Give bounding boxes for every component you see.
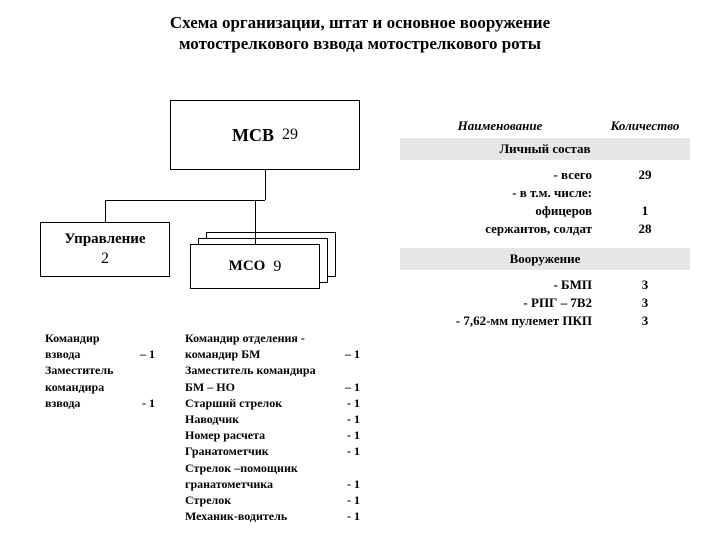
- detail-row: Стрелок - 1: [185, 492, 360, 508]
- row-value: 1: [600, 203, 690, 219]
- detail-row: Механик-водитель - 1: [185, 508, 360, 524]
- detail-value: - 1: [347, 492, 360, 508]
- table-row: - всего29: [400, 166, 690, 184]
- row-label: - РПГ – 7В2: [400, 295, 600, 311]
- row-value: 3: [600, 313, 690, 329]
- table-row: - 7,62-мм пулемет ПКП3: [400, 312, 690, 330]
- row-label: - в т.м. числе:: [400, 185, 600, 201]
- detail-label: Стрелок: [185, 492, 231, 508]
- table-section-header: Вооружение: [400, 248, 690, 270]
- detail-row: взвода – 1: [45, 346, 155, 362]
- detail-row: Гранатометчик - 1: [185, 443, 360, 459]
- row-value: 29: [600, 167, 690, 183]
- row-label: офицеров: [400, 203, 600, 219]
- table-row: - РПГ – 7В23: [400, 294, 690, 312]
- detail-value: - 1: [347, 395, 360, 411]
- org-right-abbr: МСО: [229, 258, 266, 275]
- row-label: - всего: [400, 167, 600, 183]
- detail-label: Гранатометчик: [185, 443, 269, 459]
- row-value: 3: [600, 277, 690, 293]
- detail-value: – 1: [345, 346, 360, 362]
- detail-right: Командир отделения -командир БМ – 1 Замест…: [185, 330, 360, 524]
- row-label: - 7,62-мм пулемет ПКП: [400, 313, 600, 329]
- detail-left: Командирвзвода– 1Заместителькомандиравзв…: [45, 330, 155, 411]
- th-name: Наименование: [400, 118, 600, 134]
- detail-row: Номер расчета - 1: [185, 427, 360, 443]
- table-section-header: Личный состав: [400, 138, 690, 160]
- row-label: сержантов, солдат: [400, 221, 600, 237]
- detail-label: Заместитель командира: [185, 362, 316, 378]
- table-header-row: Наименование Количество: [400, 118, 690, 134]
- detail-header: Командир отделения -: [185, 330, 360, 346]
- connector-line: [105, 200, 265, 201]
- detail-row: командира: [45, 379, 155, 395]
- detail-label: Заместитель: [45, 362, 113, 378]
- connector-line: [255, 200, 256, 244]
- table-body: Личный состав- всего29- в т.м. числе:офи…: [400, 138, 690, 336]
- detail-label: командир БМ: [185, 346, 260, 362]
- table-row: сержантов, солдат28: [400, 220, 690, 238]
- org-right-count: 9: [273, 258, 281, 276]
- th-qty: Количество: [600, 118, 690, 134]
- org-left-count: 2: [101, 250, 109, 268]
- table-row: - БМП3: [400, 276, 690, 294]
- detail-label: взвода: [45, 395, 80, 411]
- row-value: 3: [600, 295, 690, 311]
- detail-row: гранатометчика - 1: [185, 476, 360, 492]
- detail-row: Заместитель командира: [185, 362, 360, 378]
- table-row: офицеров1: [400, 202, 690, 220]
- table-row: - в т.м. числе:: [400, 184, 690, 202]
- org-root-count: 29: [282, 126, 298, 144]
- detail-label: БМ – НО: [185, 379, 235, 395]
- detail-row: Наводчик - 1: [185, 411, 360, 427]
- org-left: Управление 2: [40, 222, 170, 277]
- connector-line: [265, 170, 266, 200]
- org-right: МСО 9: [190, 244, 320, 289]
- title-line-1: Схема организации, штат и основное воору…: [170, 13, 550, 32]
- org-root-abbr: МСВ: [232, 125, 274, 146]
- connector-line: [105, 200, 106, 222]
- row-value: [600, 185, 690, 201]
- page-title: Схема организации, штат и основное воору…: [0, 0, 720, 55]
- detail-value: – 1: [345, 379, 360, 395]
- row-label: - БМП: [400, 277, 600, 293]
- detail-row: Заместитель: [45, 362, 155, 378]
- detail-row: Старший стрелок - 1: [185, 395, 360, 411]
- detail-label: командира: [45, 379, 104, 395]
- detail-value: - 1: [347, 427, 360, 443]
- detail-row: Командир: [45, 330, 155, 346]
- detail-value: - 1: [347, 476, 360, 492]
- detail-label: Стрелок –помощник: [185, 460, 298, 476]
- org-left-abbr: Управление: [64, 231, 145, 248]
- detail-label: Механик-водитель: [185, 508, 287, 524]
- detail-label: гранатометчика: [185, 476, 273, 492]
- title-line-2: мотострелкового взвода мотострелкового р…: [179, 34, 541, 53]
- detail-row: БМ – НО – 1: [185, 379, 360, 395]
- detail-label: Командир: [45, 330, 100, 346]
- detail-value: - 1: [347, 508, 360, 524]
- detail-value: - 1: [347, 411, 360, 427]
- row-value: 28: [600, 221, 690, 237]
- detail-row: взвода - 1: [45, 395, 155, 411]
- detail-label: Старший стрелок: [185, 395, 282, 411]
- detail-value: – 1: [140, 346, 155, 362]
- detail-row: командир БМ – 1: [185, 346, 360, 362]
- detail-value: - 1: [347, 443, 360, 459]
- detail-row: Стрелок –помощник: [185, 460, 360, 476]
- detail-label: Наводчик: [185, 411, 239, 427]
- detail-value: - 1: [142, 395, 155, 411]
- org-root: МСВ 29: [170, 100, 360, 170]
- data-table: Наименование Количество Личный состав - в…: [400, 118, 690, 336]
- detail-label: Номер расчета: [185, 427, 265, 443]
- detail-label: взвода: [45, 346, 80, 362]
